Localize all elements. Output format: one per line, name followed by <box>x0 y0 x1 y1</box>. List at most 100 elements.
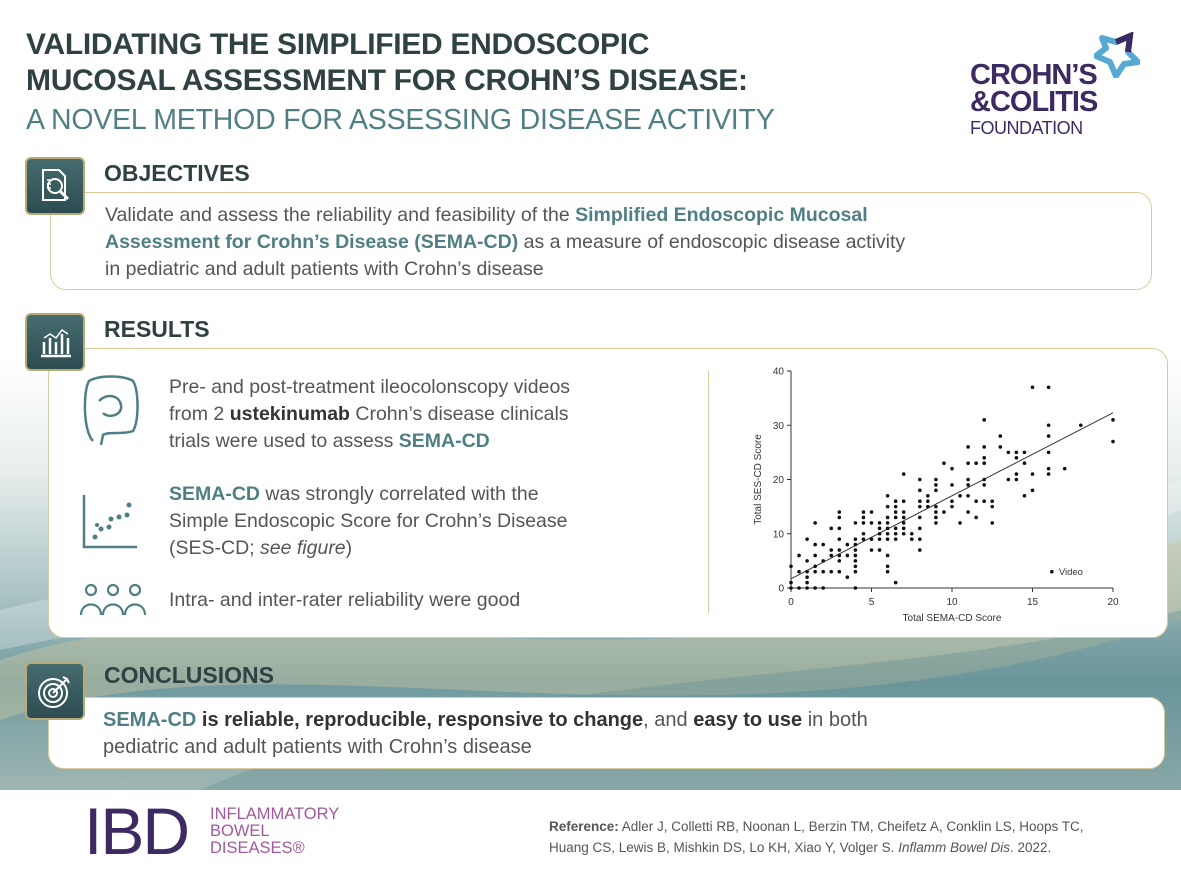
data-point <box>918 477 922 482</box>
item1-bold: ustekinumab <box>229 403 350 425</box>
data-point <box>853 521 858 525</box>
data-point <box>797 569 801 574</box>
data-point <box>893 526 898 531</box>
y-axis-label: Total SES-CD Score <box>753 434 764 525</box>
data-point <box>877 548 882 552</box>
data-point <box>885 553 890 558</box>
logo-line-2: &COLITIS <box>970 86 1098 118</box>
data-point <box>982 418 986 422</box>
ibd-logo-text: INFLAMMATORY BOWEL DISEASES® <box>210 806 339 857</box>
results-icon <box>25 313 85 371</box>
target-icon <box>38 676 70 708</box>
x-tick-label: 5 <box>869 597 875 608</box>
data-point <box>1022 450 1027 455</box>
data-point <box>821 542 825 547</box>
item2-text-d: (SES-CD; <box>169 537 261 559</box>
data-point <box>853 548 858 552</box>
data-point <box>934 477 938 482</box>
data-point <box>813 542 817 547</box>
data-point <box>918 548 922 552</box>
data-point <box>1046 434 1051 438</box>
data-point <box>861 531 866 536</box>
conclusions-icon <box>25 662 85 720</box>
results-item-3: Intra- and inter-rater reliability were … <box>169 589 521 611</box>
data-point <box>885 564 890 569</box>
data-point <box>853 564 858 569</box>
data-point <box>966 461 970 466</box>
objectives-text: Validate and assess the reliability and … <box>105 202 905 283</box>
data-point <box>789 586 793 590</box>
data-point <box>893 515 898 520</box>
data-point <box>1030 385 1035 390</box>
data-point <box>974 461 978 466</box>
data-point <box>893 499 898 503</box>
data-point <box>797 586 801 590</box>
data-point <box>950 466 954 471</box>
results-box: Pre- and post-treatment ileocolonscopy v… <box>48 348 1168 638</box>
item1-text-a: Pre- and post-treatment ileocolonscopy v… <box>169 376 571 398</box>
data-point <box>942 510 946 514</box>
item2-text-f: ) <box>345 537 353 559</box>
data-point <box>990 504 995 509</box>
ibd-logo-line-2: BOWEL <box>210 822 270 840</box>
data-point <box>934 515 938 520</box>
bar-chart-icon <box>41 328 71 358</box>
footer: IBD INFLAMMATORY BOWEL DISEASES® Referen… <box>0 790 1181 887</box>
data-point <box>901 499 906 503</box>
ibd-logo-letters: IBD <box>84 794 190 868</box>
data-point <box>837 548 842 552</box>
data-point <box>789 580 793 585</box>
data-point <box>926 493 930 498</box>
data-point <box>869 521 874 525</box>
data-point <box>1006 450 1011 455</box>
item2-highlight: SEMA-CD <box>169 483 260 505</box>
data-point <box>845 553 850 558</box>
objectives-text-3: in pediatric and adult patients with Cro… <box>105 258 544 280</box>
data-point <box>966 493 970 498</box>
data-point <box>1046 385 1051 390</box>
data-point <box>926 504 930 509</box>
data-point <box>797 553 801 558</box>
data-point <box>813 564 817 569</box>
conclusions-heading: CONCLUSIONS <box>104 662 274 688</box>
data-point <box>853 569 858 574</box>
data-point <box>966 445 970 449</box>
reference-line-1: Adler J, Colletti RB, Noonan L, Berzin T… <box>618 819 1084 834</box>
data-point <box>966 483 970 487</box>
data-point <box>789 564 793 569</box>
reference-journal: Inflamm Bowel Dis <box>898 840 1010 855</box>
data-point <box>885 515 890 520</box>
data-point <box>829 553 834 558</box>
data-point <box>998 434 1003 438</box>
item2-text-c: Simple Endoscopic Score for Crohn’s Dise… <box>169 510 568 532</box>
data-point <box>837 559 842 563</box>
objectives-highlight-1: Simplified Endoscopic Mucosal <box>575 204 868 226</box>
data-point <box>821 569 825 574</box>
data-point <box>1014 477 1019 482</box>
data-point <box>990 521 995 525</box>
ibd-logo-line-1: INFLAMMATORY <box>210 805 340 823</box>
data-point <box>853 542 858 547</box>
data-point <box>918 499 922 503</box>
conclusions-box: SEMA-CD is reliable, reproducible, respo… <box>48 697 1165 769</box>
results-item-1: Pre- and post-treatment ileocolonscopy v… <box>169 374 570 455</box>
data-point <box>821 586 825 590</box>
data-point <box>877 526 882 531</box>
data-point <box>950 483 954 487</box>
item1-text-e: trials were used to assess <box>169 430 399 452</box>
data-point <box>853 537 858 541</box>
data-point <box>869 537 874 541</box>
data-point <box>958 493 962 498</box>
conclusions-bold-1: is reliable, reproducible, responsive to… <box>196 709 644 731</box>
logo-line-3: FOUNDATION <box>970 118 1083 138</box>
data-point <box>885 569 890 574</box>
legend-label: Video <box>1059 567 1083 578</box>
data-point <box>918 526 922 531</box>
data-point <box>942 461 946 466</box>
data-point <box>869 510 874 514</box>
data-point <box>861 510 866 514</box>
data-point <box>885 531 890 536</box>
data-point <box>934 521 938 525</box>
data-point <box>901 526 906 531</box>
data-point <box>845 575 850 579</box>
